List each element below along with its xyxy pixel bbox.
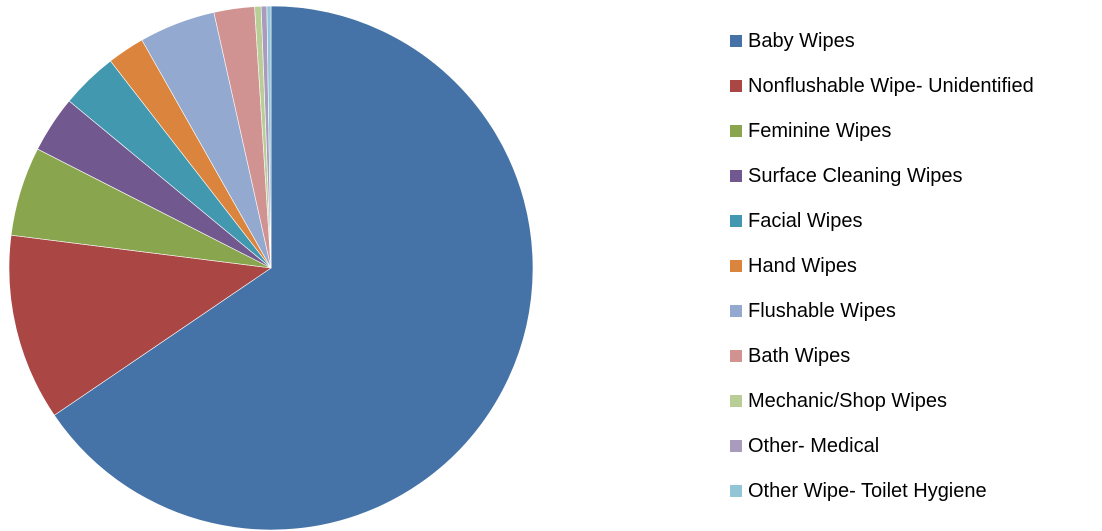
legend-swatch [730, 350, 742, 362]
legend-swatch [730, 215, 742, 227]
legend-swatch [730, 35, 742, 47]
legend-label: Facial Wipes [748, 209, 863, 232]
legend-label: Mechanic/Shop Wipes [748, 389, 947, 412]
legend-swatch [730, 125, 742, 137]
legend-swatch [730, 170, 742, 182]
legend-swatch [730, 260, 742, 272]
legend-item: Baby Wipes [730, 30, 1034, 52]
legend-label: Other- Medical [748, 434, 880, 457]
legend-swatch [730, 305, 742, 317]
pie-slice-0 [53, 5, 534, 531]
legend-item: Facial Wipes [730, 210, 1034, 232]
legend-item: Nonflushable Wipe- Unidentified [730, 75, 1034, 97]
legend-item: Hand Wipes [730, 255, 1034, 277]
legend-label: Hand Wipes [748, 254, 857, 277]
legend-item: Mechanic/Shop Wipes [730, 390, 1034, 412]
legend-label: Feminine Wipes [748, 119, 892, 142]
legend-label: Bath Wipes [748, 344, 851, 367]
legend-swatch [730, 440, 742, 452]
legend-swatch [730, 395, 742, 407]
legend-label: Flushable Wipes [748, 299, 896, 322]
legend-item: Flushable Wipes [730, 300, 1034, 322]
legend-swatch [730, 80, 742, 92]
legend: Baby Wipes Nonflushable Wipe- Unidentifie… [730, 30, 1034, 525]
legend-item: Feminine Wipes [730, 120, 1034, 142]
legend-swatch [730, 485, 742, 497]
pie-slice-1 [8, 234, 272, 416]
legend-item: Other- Medical [730, 435, 1034, 457]
legend-item: Bath Wipes [730, 345, 1034, 367]
pie-slice-10 [266, 5, 272, 269]
legend-label: Other Wipe- Toilet Hygiene [748, 479, 987, 502]
legend-label: Surface Cleaning Wipes [748, 164, 963, 187]
legend-item: Surface Cleaning Wipes [730, 165, 1034, 187]
legend-label: Baby Wipes [748, 29, 855, 52]
legend-label: Nonflushable Wipe- Unidentified [748, 74, 1034, 97]
legend-item: Other Wipe- Toilet Hygiene [730, 480, 1034, 502]
pie-plot-area [8, 5, 534, 531]
